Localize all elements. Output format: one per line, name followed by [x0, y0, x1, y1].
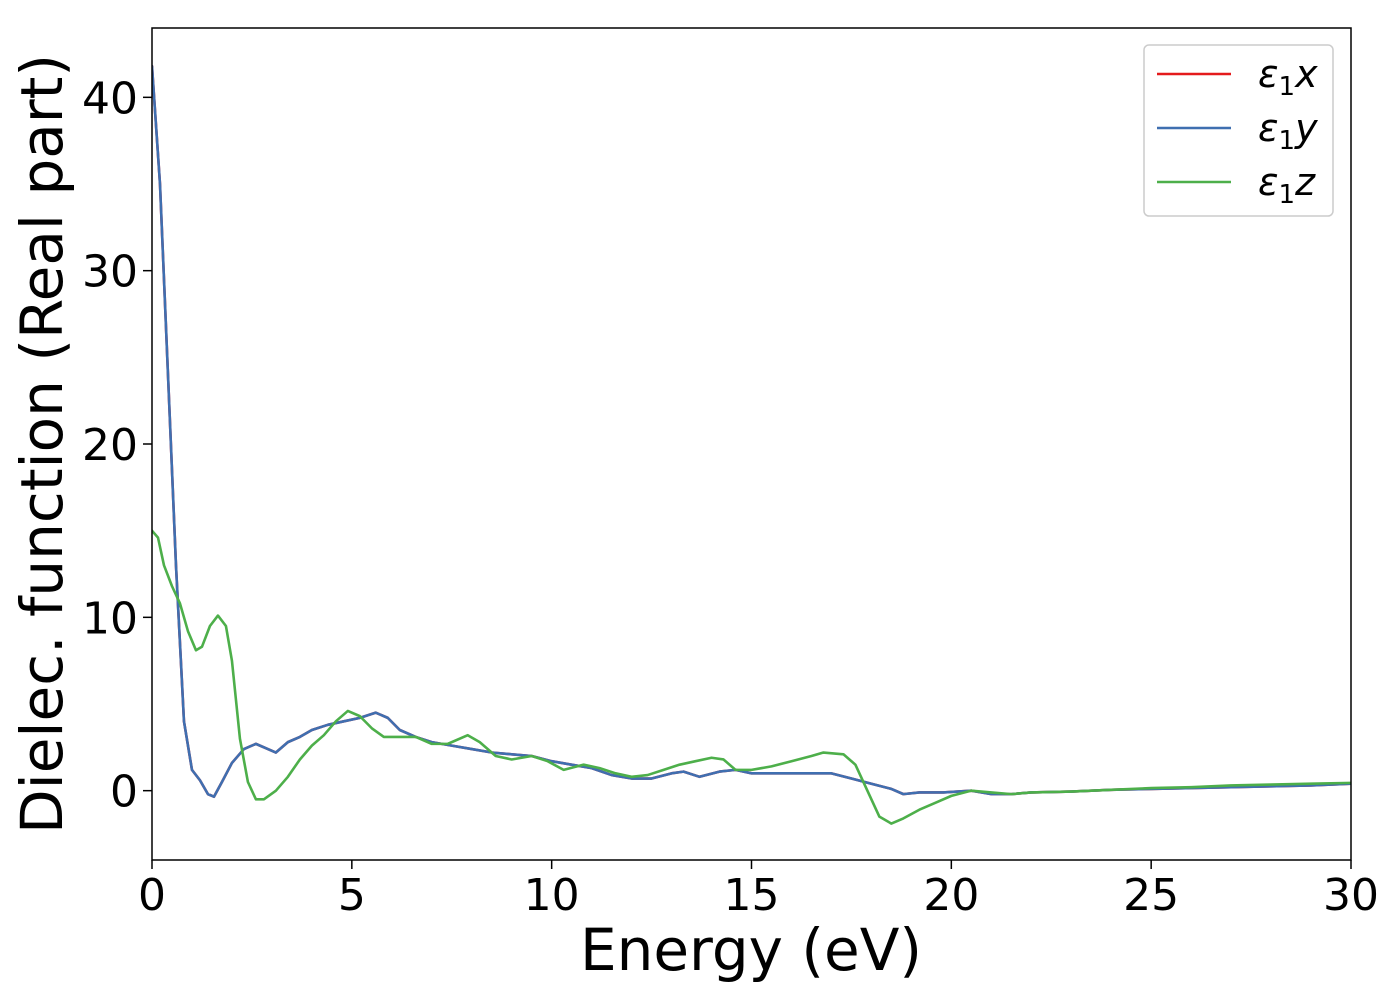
x-tick-label: 25	[1123, 870, 1179, 921]
legend-label-z: ε1z	[1258, 160, 1316, 210]
x-tick-label: 20	[923, 870, 979, 921]
x-tick-label: 0	[138, 870, 166, 921]
plot-frame	[151, 27, 1352, 861]
legend-component: y	[1294, 106, 1318, 150]
series-line-z	[152, 529, 1351, 825]
legend-component: x	[1294, 52, 1318, 96]
y-tick-label: 30	[82, 247, 138, 298]
legend-subscript: 1	[1279, 126, 1296, 156]
legend-subscript: 1	[1279, 180, 1296, 210]
legend-epsilon: ε	[1258, 52, 1279, 96]
y-tick-label: 0	[110, 767, 138, 818]
y-tick-label: 10	[82, 593, 138, 644]
legend-label-y: ε1y	[1258, 106, 1318, 156]
legend-box	[1143, 44, 1334, 217]
x-tick-label: 10	[524, 870, 580, 921]
series-layer	[152, 64, 1351, 825]
legend-component: z	[1294, 160, 1316, 204]
legend-subscript: 1	[1279, 72, 1296, 102]
x-tick-label: 15	[724, 870, 780, 921]
legend-epsilon: ε	[1258, 106, 1279, 150]
y-axis-ticks: 0 10 20 30 40	[82, 73, 152, 818]
y-tick-label: 40	[82, 73, 138, 124]
x-axis-ticks: 0 5 10 15 20 25 30	[138, 860, 1379, 921]
x-tick-label: 5	[338, 870, 366, 921]
y-axis-title: Dielec. function (Real part)	[8, 54, 76, 834]
x-tick-label: 30	[1323, 870, 1379, 921]
legend-epsilon: ε	[1258, 160, 1279, 204]
legend-label-x: ε1x	[1258, 52, 1318, 102]
y-tick-label: 20	[82, 420, 138, 471]
x-axis-title: Energy (eV)	[580, 916, 922, 984]
